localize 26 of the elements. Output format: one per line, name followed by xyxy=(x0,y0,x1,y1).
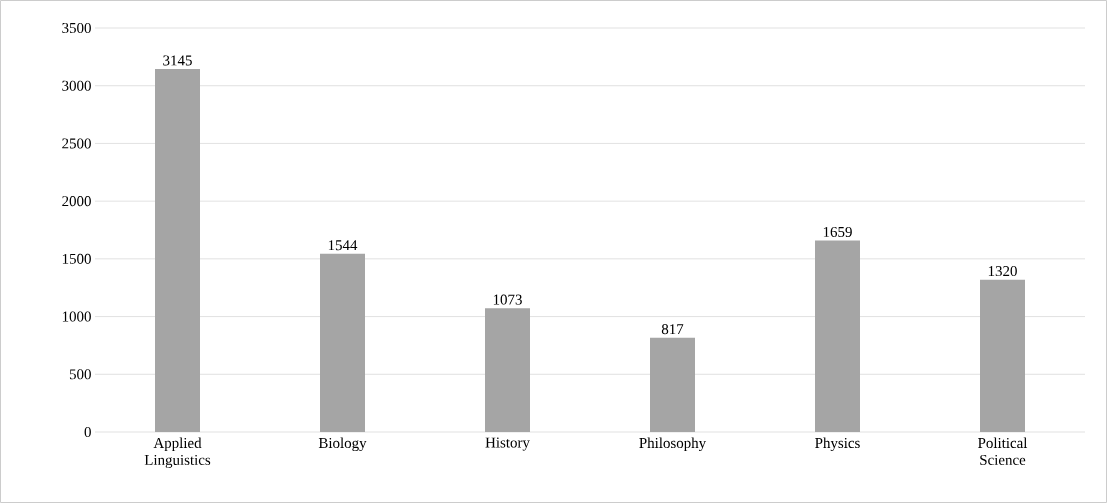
bar xyxy=(155,68,200,432)
y-tick-label: 3500 xyxy=(62,22,91,34)
data-label: 1544 xyxy=(328,240,358,251)
x-tick-label: Philosophy xyxy=(639,437,707,452)
bar xyxy=(320,253,365,432)
y-tick-label: 1000 xyxy=(62,311,91,322)
x-tick-label: Applied Linguistics xyxy=(144,437,211,469)
y-tick-label: 0 xyxy=(84,426,91,438)
bar xyxy=(815,240,860,432)
bar xyxy=(980,279,1025,432)
data-label: 1073 xyxy=(493,294,522,305)
data-label: 1659 xyxy=(823,226,852,237)
x-tick-label: Physics xyxy=(815,437,860,452)
y-tick-label: 1500 xyxy=(62,253,91,264)
x-tick-label: Biology xyxy=(318,437,367,452)
data-label: 817 xyxy=(661,324,684,335)
bar xyxy=(485,308,530,432)
data-label: 3145 xyxy=(163,55,192,66)
y-tick-label: 500 xyxy=(69,369,91,380)
bar xyxy=(650,337,695,432)
y-tick-label: 3000 xyxy=(62,80,91,91)
x-tick-label: History xyxy=(485,437,530,451)
y-tick-label: 2000 xyxy=(62,196,91,207)
data-label: 1320 xyxy=(988,266,1017,277)
x-tick-label: Political Science xyxy=(978,437,1028,465)
y-tick-label: 2500 xyxy=(62,138,91,149)
